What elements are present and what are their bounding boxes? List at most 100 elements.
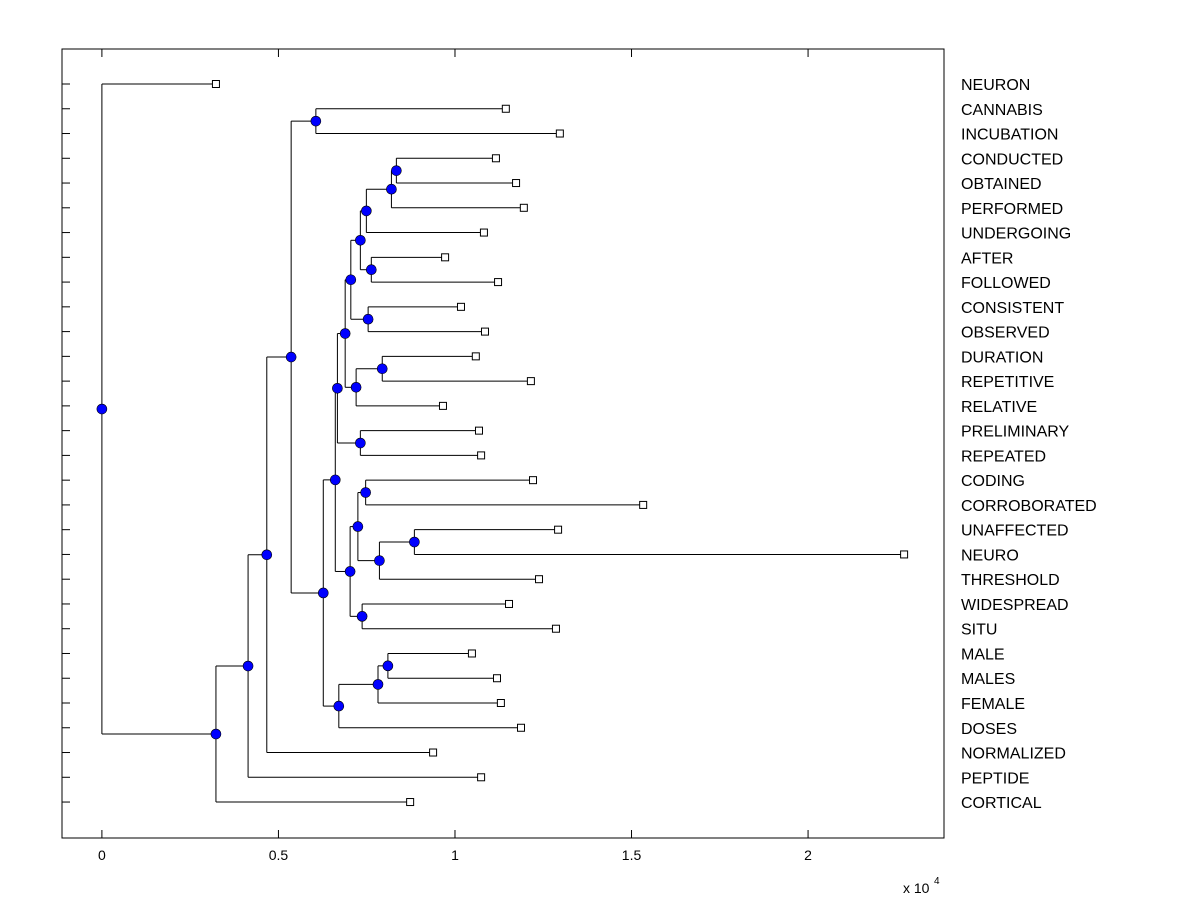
x-tick-label: 1.5 bbox=[622, 847, 642, 863]
nodes bbox=[96, 80, 909, 807]
axis-ticks: 0 0.5 1 1.5 2 bbox=[62, 49, 812, 863]
internal-node-marker bbox=[366, 264, 377, 276]
internal-node-marker bbox=[332, 382, 343, 394]
internal-node-marker bbox=[350, 382, 362, 393]
leaf-node-marker bbox=[501, 104, 510, 113]
internal-node-marker bbox=[339, 328, 351, 339]
internal-node-marker bbox=[360, 487, 371, 498]
leaf-node-marker bbox=[505, 599, 514, 608]
leaf-label: NEURO bbox=[961, 547, 1019, 564]
leaf-node-marker bbox=[477, 773, 486, 782]
x-tick-label: 2 bbox=[804, 847, 812, 863]
leaf-node-marker bbox=[429, 748, 438, 757]
internal-node-marker bbox=[333, 700, 345, 712]
leaf-node-marker bbox=[477, 451, 486, 460]
leaf-label: FEMALE bbox=[961, 696, 1025, 713]
leaf-label: CODING bbox=[961, 473, 1025, 490]
leaf-label: REPEATED bbox=[961, 448, 1046, 465]
leaf-label: DURATION bbox=[961, 349, 1043, 366]
leaf-node-marker bbox=[406, 798, 415, 807]
leaf-label: CONDUCTED bbox=[961, 151, 1063, 168]
x-tick-label: 0 bbox=[98, 847, 106, 863]
leaf-node-marker bbox=[535, 575, 544, 584]
leaf-label: NEURON bbox=[961, 77, 1030, 94]
internal-node-marker bbox=[361, 205, 372, 217]
leaf-label: DOSES bbox=[961, 721, 1017, 738]
internal-node-marker bbox=[345, 274, 357, 286]
leaf-label: RELATIVE bbox=[961, 399, 1037, 416]
internal-node-marker bbox=[386, 183, 397, 195]
internal-node-marker bbox=[391, 165, 402, 176]
leaf-node-marker bbox=[551, 624, 560, 633]
leaf-label: SITU bbox=[961, 622, 997, 639]
internal-node-marker bbox=[317, 587, 329, 599]
internal-node-marker bbox=[310, 115, 322, 127]
axes-box bbox=[61, 48, 945, 839]
leaf-node-marker bbox=[211, 80, 220, 88]
x-multiplier: x 10 bbox=[903, 880, 930, 896]
leaf-label: NORMALIZED bbox=[961, 746, 1066, 763]
leaf-node-marker bbox=[512, 179, 521, 188]
leaf-label: PERFORMED bbox=[961, 201, 1063, 218]
leaf-label: INCUBATION bbox=[961, 127, 1058, 144]
leaf-label: REPETITIVE bbox=[961, 374, 1054, 391]
x-multiplier-exponent: 4 bbox=[934, 876, 940, 887]
internal-node-marker bbox=[376, 363, 388, 375]
leaf-label: OBTAINED bbox=[961, 176, 1042, 193]
leaf-node-marker bbox=[529, 476, 538, 485]
internal-node-marker bbox=[372, 679, 384, 690]
leaf-node-marker bbox=[456, 302, 465, 311]
leaf-node-marker bbox=[491, 154, 500, 163]
leaf-node-marker bbox=[480, 327, 489, 336]
internal-node-marker bbox=[374, 555, 385, 566]
leaf-node-marker bbox=[441, 253, 450, 262]
internal-node-marker bbox=[261, 549, 273, 561]
leaf-label: THRESHOLD bbox=[961, 572, 1060, 589]
leaf-node-marker bbox=[555, 129, 564, 138]
leaf-label: UNAFFECTED bbox=[961, 523, 1069, 540]
leaf-label: MALE bbox=[961, 646, 1005, 663]
leaf-label: WIDESPREAD bbox=[961, 597, 1069, 614]
internal-node-marker bbox=[356, 611, 368, 622]
leaf-node-marker bbox=[900, 550, 909, 559]
leaf-labels: NEURON CANNABIS INCUBATION CONDUCTED OBTAINE… bbox=[961, 77, 1097, 812]
leaf-label: CANNABIS bbox=[961, 102, 1043, 119]
leaf-label: AFTER bbox=[961, 250, 1013, 267]
internal-node-marker bbox=[344, 566, 356, 577]
leaf-node-marker bbox=[496, 699, 505, 707]
internal-node-marker bbox=[285, 351, 297, 363]
leaf-label: PEPTIDE bbox=[961, 770, 1029, 787]
x-tick-label: 1 bbox=[451, 847, 459, 863]
leaf-label: OBSERVED bbox=[961, 325, 1050, 342]
leaf-node-marker bbox=[479, 228, 488, 237]
internal-node-marker bbox=[362, 313, 374, 325]
internal-node-marker bbox=[242, 660, 254, 672]
internal-node-marker bbox=[382, 660, 394, 672]
leaf-node-marker bbox=[438, 401, 447, 410]
x-tick-label: 0.5 bbox=[269, 847, 289, 863]
leaf-label: FOLLOWED bbox=[961, 275, 1051, 292]
leaf-label: CORTICAL bbox=[961, 795, 1042, 812]
leaf-node-marker bbox=[471, 352, 480, 361]
internal-node-marker bbox=[409, 536, 420, 548]
leaf-label: UNDERGOING bbox=[961, 226, 1071, 243]
leaf-node-marker bbox=[639, 500, 648, 509]
leaf-node-marker bbox=[517, 723, 526, 732]
internal-node-marker bbox=[355, 234, 366, 246]
internal-node-marker bbox=[352, 521, 364, 532]
leaf-label: PRELIMINARY bbox=[961, 424, 1070, 441]
internal-node-marker bbox=[210, 728, 222, 740]
leaf-node-marker bbox=[467, 649, 476, 658]
internal-node-marker bbox=[329, 474, 341, 486]
leaf-label: MALES bbox=[961, 671, 1015, 688]
leaf-node-marker bbox=[526, 377, 535, 386]
internal-node-marker bbox=[96, 403, 108, 415]
leaf-node-marker bbox=[554, 525, 563, 534]
leaf-node-marker bbox=[474, 426, 483, 435]
leaf-node-marker bbox=[519, 203, 528, 212]
leaf-label: CONSISTENT bbox=[961, 300, 1064, 317]
leaf-node-marker bbox=[494, 278, 503, 287]
internal-node-marker bbox=[355, 437, 366, 449]
leaf-label: CORROBORATED bbox=[961, 498, 1097, 515]
